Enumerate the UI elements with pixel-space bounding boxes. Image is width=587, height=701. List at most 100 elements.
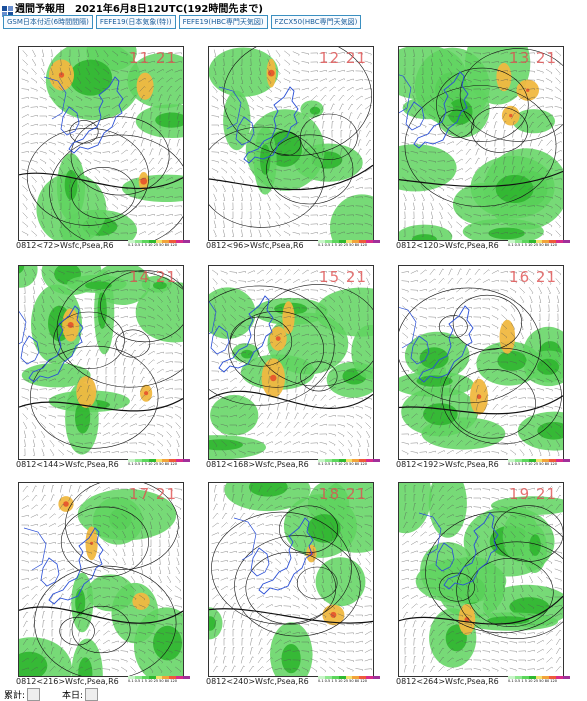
precip-color-scale: 0.1 0.5 1 5 10 25 50 80 120 (508, 240, 571, 248)
color-scale-swatch (162, 676, 170, 679)
color-scale-values: 0.1 0.5 1 5 10 25 50 80 120 (508, 679, 557, 683)
color-scale-swatch (521, 676, 529, 679)
page-footer: 累計: 本日: (4, 688, 99, 701)
weather-map-image (399, 266, 563, 459)
weather-map[interactable]: 18 21 (208, 482, 374, 677)
panel-sequence-label: 19 21 (509, 485, 557, 503)
color-scale-bar (508, 240, 571, 243)
color-scale-swatch (176, 459, 184, 462)
color-scale-bar (318, 459, 381, 462)
forecast-panel[interactable]: 11 21 0812<72>Wsfc,Psea,R6 0.1 0.5 1 5 10 … (0, 38, 191, 250)
color-scale-swatch (542, 676, 550, 679)
color-scale-swatch (535, 240, 543, 243)
precip-color-scale: 0.1 0.5 1 5 10 25 50 80 120 (318, 676, 381, 684)
panel-sequence-label: 17 21 (129, 485, 177, 503)
precip-color-scale: 0.1 0.5 1 5 10 25 50 80 120 (318, 240, 381, 248)
color-scale-swatch (352, 240, 360, 243)
forecast-panel[interactable]: 14 21 0812<144>Wsfc,Psea,R6 0.1 0.5 1 5 10… (0, 257, 191, 469)
weather-map-image (209, 266, 373, 459)
forecast-panel[interactable]: 19 21 0812<264>Wsfc,Psea,R6 0.1 0.5 1 5 10… (380, 474, 571, 686)
color-scale-values: 0.1 0.5 1 5 10 25 50 80 120 (318, 243, 367, 247)
weather-map[interactable]: 14 21 (18, 265, 184, 460)
color-scale-swatch (528, 459, 536, 462)
color-scale-swatch (514, 240, 522, 243)
color-scale-swatch (373, 240, 381, 243)
color-scale-swatch (176, 240, 184, 243)
color-scale-values: 0.1 0.5 1 5 10 25 50 80 120 (508, 462, 557, 466)
color-scale-swatch (373, 459, 381, 462)
color-scale-swatch (183, 676, 191, 679)
color-scale-bar (508, 676, 571, 679)
color-scale-swatch (563, 676, 571, 679)
color-scale-swatch (318, 459, 325, 462)
panel-sequence-label: 14 21 (129, 268, 177, 286)
color-scale-swatch (352, 676, 360, 679)
weather-map-image (19, 266, 183, 459)
forecast-panel[interactable]: 15 21 0812<168>Wsfc,Psea,R6 0.1 0.5 1 5 10… (190, 257, 381, 469)
forecast-panel[interactable]: 17 21 0812<216>Wsfc,Psea,R6 0.1 0.5 1 5 10… (0, 474, 191, 686)
weather-map[interactable]: 13 21 (398, 46, 564, 241)
tab-fzcx50-hbc[interactable]: FZCX50(HBC専門天気図) (270, 15, 362, 29)
color-scale-swatch (324, 676, 332, 679)
forecast-panel[interactable]: 12 21 0812<96>Wsfc,Psea,R6 0.1 0.5 1 5 10 … (190, 38, 381, 250)
color-scale-swatch (556, 459, 564, 462)
panel-caption: 0812<168>Wsfc,Psea,R6 (206, 460, 309, 469)
color-scale-swatch (148, 240, 156, 243)
weather-map[interactable]: 17 21 (18, 482, 184, 677)
color-scale-swatch (141, 459, 149, 462)
color-scale-swatch (528, 240, 536, 243)
panel-caption: 0812<120>Wsfc,Psea,R6 (396, 241, 499, 250)
color-scale-swatch (514, 676, 522, 679)
color-scale-swatch (563, 459, 571, 462)
color-scale-swatch (556, 676, 564, 679)
color-scale-swatch (324, 240, 332, 243)
color-scale-swatch (366, 676, 374, 679)
precip-color-scale: 0.1 0.5 1 5 10 25 50 80 120 (128, 459, 191, 467)
color-scale-swatch (535, 676, 543, 679)
color-scale-swatch (338, 240, 346, 243)
color-scale-swatch (176, 676, 184, 679)
color-scale-swatch (549, 240, 557, 243)
color-scale-swatch (359, 240, 367, 243)
color-scale-swatch (169, 676, 177, 679)
color-scale-swatch (535, 459, 543, 462)
chart-tab-bar: GSM日本付近(6時間間隔) FEFE19(日本気象(特)) FEFE19(HB… (3, 15, 362, 29)
color-scale-swatch (162, 459, 170, 462)
color-scale-swatch (508, 459, 515, 462)
color-scale-swatch (359, 676, 367, 679)
color-scale-swatch (331, 459, 339, 462)
forecast-panel[interactable]: 18 21 0812<240>Wsfc,Psea,R6 0.1 0.5 1 5 10… (190, 474, 381, 686)
panel-caption: 0812<96>Wsfc,Psea,R6 (206, 241, 304, 250)
forecast-panel[interactable]: 13 21 0812<120>Wsfc,Psea,R6 0.1 0.5 1 5 10… (380, 38, 571, 250)
color-scale-swatch (128, 240, 135, 243)
weather-map[interactable]: 19 21 (398, 482, 564, 677)
color-scale-swatch (366, 240, 374, 243)
tab-gsm-japan[interactable]: GSM日本付近(6時間間隔) (3, 15, 93, 29)
forecast-panel[interactable]: 16 21 0812<192>Wsfc,Psea,R6 0.1 0.5 1 5 10… (380, 257, 571, 469)
color-scale-swatch (155, 676, 163, 679)
tab-fefe19-japan[interactable]: FEFE19(日本気象(特)) (95, 15, 176, 29)
panel-caption: 0812<240>Wsfc,Psea,R6 (206, 677, 309, 686)
weather-map[interactable]: 12 21 (208, 46, 374, 241)
color-scale-swatch (155, 240, 163, 243)
today-counter: 本日: (62, 688, 99, 701)
precip-color-scale: 0.1 0.5 1 5 10 25 50 80 120 (508, 676, 571, 684)
weather-map[interactable]: 15 21 (208, 265, 374, 460)
panel-caption: 0812<216>Wsfc,Psea,R6 (16, 677, 119, 686)
color-scale-swatch (183, 459, 191, 462)
panel-caption: 0812<192>Wsfc,Psea,R6 (396, 460, 499, 469)
color-scale-swatch (155, 459, 163, 462)
color-scale-bar (128, 676, 191, 679)
color-scale-swatch (521, 459, 529, 462)
color-scale-swatch (508, 240, 515, 243)
color-scale-swatch (183, 240, 191, 243)
tab-fefe19-hbc[interactable]: FEFE19(HBC専門天気図) (178, 15, 268, 29)
page-title: 週間予報用 2021年6月8日12UTC(192時間先まで) (15, 3, 263, 15)
panel-sequence-label: 13 21 (509, 49, 557, 67)
weather-map[interactable]: 11 21 (18, 46, 184, 241)
color-scale-swatch (549, 676, 557, 679)
color-scale-swatch (331, 676, 339, 679)
weather-map[interactable]: 16 21 (398, 265, 564, 460)
weather-map-image (209, 47, 373, 240)
precip-color-scale: 0.1 0.5 1 5 10 25 50 80 120 (508, 459, 571, 467)
